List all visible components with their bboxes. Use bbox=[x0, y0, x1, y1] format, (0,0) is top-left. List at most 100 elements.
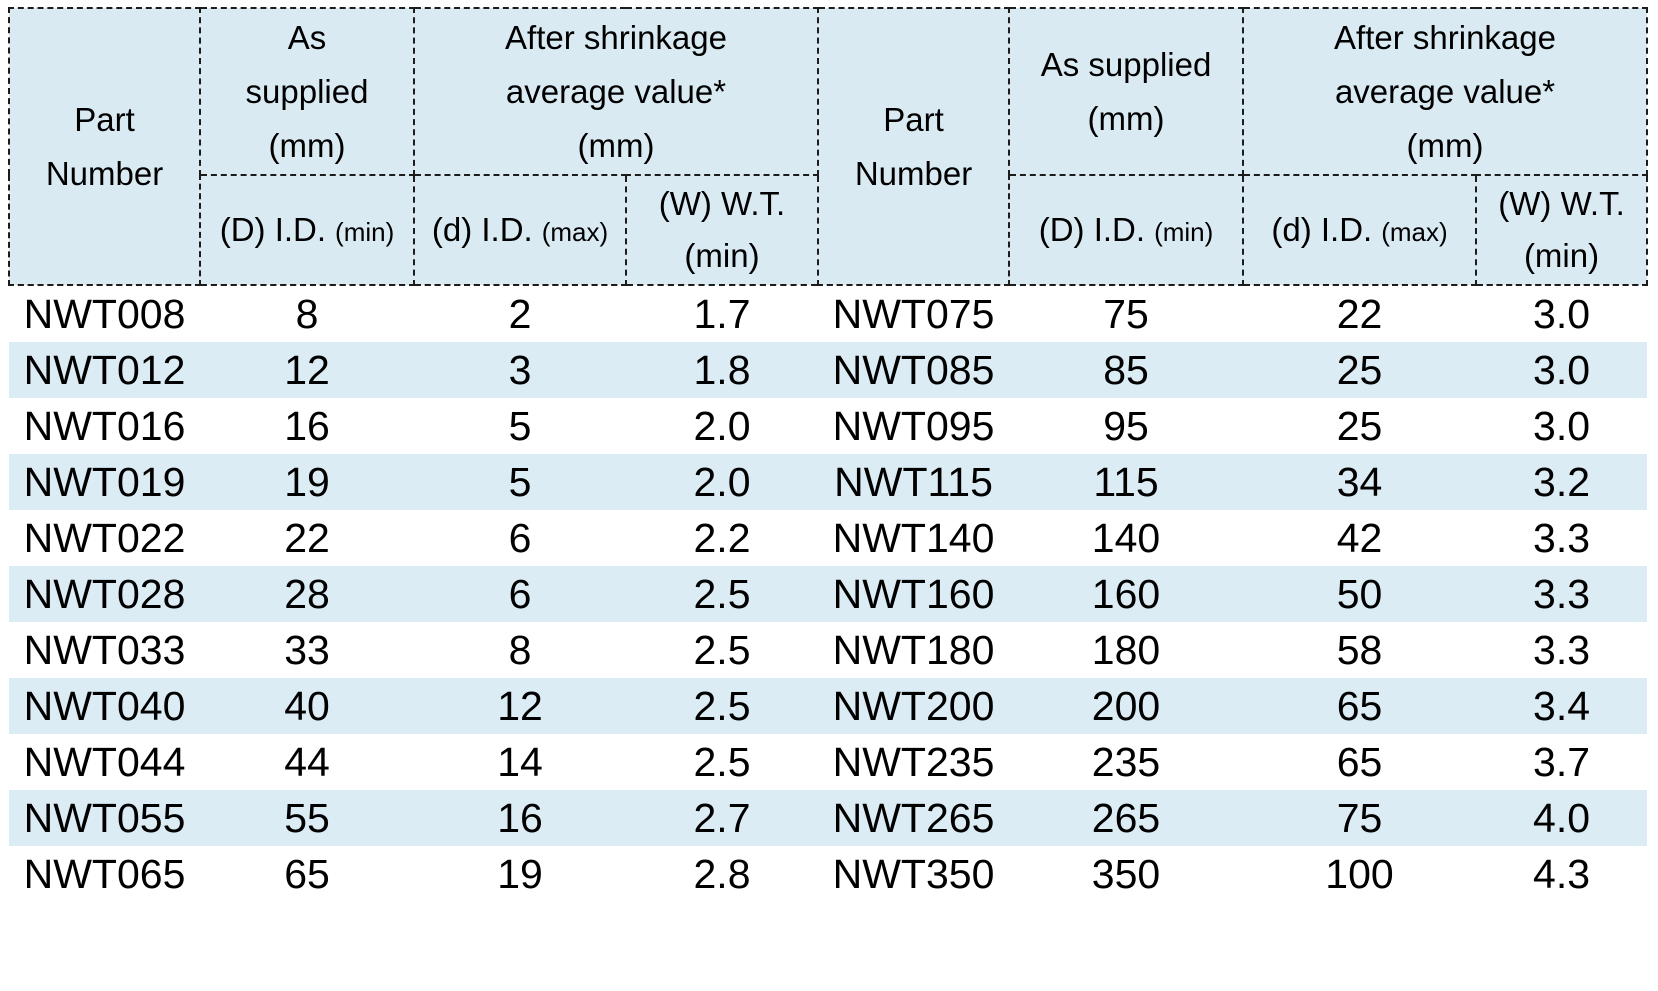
d-id-cell: 95 bbox=[1103, 402, 1149, 449]
subheader-qualifier: (max) bbox=[541, 217, 609, 247]
wt-cell: 3.2 bbox=[1533, 458, 1591, 505]
wt-cell: 3.3 bbox=[1533, 570, 1591, 617]
wt-cell: 2.0 bbox=[693, 402, 751, 449]
table-row: NWT033 33 8 2.5 NWT180 180 58 3.3 bbox=[9, 622, 1647, 678]
part-cell: NWT350 bbox=[832, 850, 995, 897]
shrunk-id-cell: 19 bbox=[497, 850, 543, 897]
header-line: average value* bbox=[505, 72, 727, 110]
subheader-qualifier: (max) bbox=[1381, 217, 1448, 247]
subheader-label: (min) bbox=[1523, 237, 1600, 274]
part-cell: NWT160 bbox=[832, 570, 995, 617]
shrunk-id-cell: 6 bbox=[508, 514, 532, 561]
shrunk-id-cell: 34 bbox=[1336, 458, 1383, 505]
wt-cell: 2.5 bbox=[693, 682, 751, 729]
shrunk-id-cell: 8 bbox=[508, 626, 532, 673]
wt-cell: 2.7 bbox=[693, 794, 751, 841]
subheader-label: (W) W.T. bbox=[658, 185, 786, 222]
shrunk-id-cell: 25 bbox=[1336, 402, 1383, 449]
part-cell: NWT028 bbox=[23, 570, 186, 617]
wt-cell: 4.3 bbox=[1533, 850, 1591, 897]
subheader-label: (d) I.D. bbox=[431, 211, 533, 248]
shrunk-id-cell: 22 bbox=[1336, 290, 1383, 337]
subheader-label: (d) I.D. bbox=[1271, 211, 1373, 248]
table-row: NWT044 44 14 2.5 NWT235 235 65 3.7 bbox=[9, 734, 1647, 790]
subheader-label: (W) W.T. bbox=[1498, 185, 1625, 222]
part-cell: NWT008 bbox=[23, 290, 186, 337]
wt-cell: 3.7 bbox=[1533, 738, 1591, 785]
shrunk-id-cell: 42 bbox=[1336, 514, 1383, 561]
shrunk-id-cell: 58 bbox=[1336, 626, 1383, 673]
shrunk-id-cell: 25 bbox=[1336, 346, 1383, 393]
header-line: supplied bbox=[245, 72, 369, 110]
part-cell: NWT044 bbox=[23, 738, 186, 785]
header-line: average value* bbox=[1334, 72, 1556, 110]
d-id-cell: 180 bbox=[1091, 626, 1161, 673]
header-sub-row: (D) I.D. (min) (d) I.D. (max) (W) W.T. (mi… bbox=[9, 174, 1649, 286]
header-line: Part bbox=[883, 100, 944, 138]
header-d-id-max-right: (d) I.D. (max) bbox=[1242, 174, 1478, 286]
part-cell: NWT180 bbox=[832, 626, 995, 673]
header-line: Number bbox=[45, 154, 164, 192]
header-part-number-right: Part Number bbox=[817, 7, 1011, 286]
part-cell: NWT085 bbox=[832, 346, 995, 393]
wt-cell: 1.7 bbox=[693, 290, 751, 337]
table-row: NWT065 65 19 2.8 NWT350 350 100 4.3 bbox=[9, 846, 1647, 902]
d-id-cell: 115 bbox=[1093, 458, 1159, 505]
part-cell: NWT055 bbox=[23, 794, 186, 841]
d-id-cell: 33 bbox=[284, 626, 330, 673]
header-line: After shrinkage bbox=[1334, 18, 1556, 56]
shrunk-id-cell: 75 bbox=[1336, 794, 1383, 841]
wt-cell: 3.4 bbox=[1533, 682, 1591, 729]
wt-cell: 3.3 bbox=[1533, 514, 1591, 561]
table-row: NWT055 55 16 2.7 NWT265 265 75 4.0 bbox=[9, 790, 1648, 846]
wt-cell: 4.0 bbox=[1533, 794, 1591, 841]
part-cell: NWT200 bbox=[832, 682, 995, 729]
d-id-cell: 40 bbox=[284, 682, 330, 729]
shrunk-id-cell: 12 bbox=[497, 682, 543, 729]
header-line: Number bbox=[854, 154, 973, 192]
table-body: NWT008 8 2 1.7 NWT075 75 22 3.0 NWT012 1… bbox=[9, 285, 1648, 902]
wt-cell: 2.8 bbox=[693, 850, 751, 897]
wt-cell: 3.0 bbox=[1533, 346, 1591, 393]
header-as-supplied-left: As supplied (mm) bbox=[199, 7, 415, 176]
d-id-cell: 265 bbox=[1091, 794, 1161, 841]
d-id-cell: 200 bbox=[1091, 682, 1161, 729]
d-id-cell: 235 bbox=[1091, 738, 1161, 785]
shrunk-id-cell: 65 bbox=[1336, 738, 1383, 785]
d-id-cell: 44 bbox=[284, 738, 330, 785]
part-cell: NWT019 bbox=[23, 458, 186, 505]
shrunk-id-cell: 14 bbox=[497, 738, 543, 785]
table-row: NWT016 16 5 2.0 NWT095 95 25 3.0 bbox=[9, 398, 1647, 454]
d-id-cell: 350 bbox=[1091, 850, 1161, 897]
subheader-qualifier: (min) bbox=[1154, 217, 1214, 247]
subheader-label: (D) I.D. bbox=[1038, 211, 1146, 248]
part-cell: NWT235 bbox=[832, 738, 995, 785]
table-header: Part Number As supplied (mm) After shrin… bbox=[8, 7, 1649, 286]
wt-cell: 2.5 bbox=[693, 570, 751, 617]
shrunk-id-cell: 3 bbox=[508, 346, 532, 393]
part-cell: NWT012 bbox=[23, 346, 186, 393]
subheader-label: (D) I.D. bbox=[219, 211, 327, 248]
wt-cell: 3.3 bbox=[1533, 626, 1591, 673]
wt-cell: 2.0 bbox=[693, 458, 751, 505]
d-id-cell: 140 bbox=[1091, 514, 1161, 561]
d-id-cell: 19 bbox=[284, 458, 330, 505]
shrunk-id-cell: 6 bbox=[508, 570, 532, 617]
wt-cell: 2.5 bbox=[693, 626, 751, 673]
header-wt-min-right: (W) W.T. (min) bbox=[1475, 174, 1649, 286]
d-id-cell: 75 bbox=[1103, 290, 1149, 337]
table-row: NWT019 19 5 2.0 NWT115 115 34 3.2 bbox=[9, 454, 1648, 510]
shrunk-id-cell: 50 bbox=[1336, 570, 1383, 617]
table-row: NWT040 40 12 2.5 NWT200 200 65 3.4 bbox=[9, 678, 1648, 734]
shrunk-id-cell: 65 bbox=[1336, 682, 1383, 729]
wt-cell: 3.0 bbox=[1533, 402, 1591, 449]
header-line: Part bbox=[74, 100, 135, 138]
d-id-cell: 16 bbox=[284, 402, 330, 449]
d-id-cell: 160 bbox=[1091, 570, 1161, 617]
part-cell: NWT033 bbox=[23, 626, 186, 673]
part-cell: NWT040 bbox=[23, 682, 186, 729]
part-cell: NWT065 bbox=[23, 850, 186, 897]
table-row: NWT012 12 3 1.8 NWT085 85 25 3.0 bbox=[9, 342, 1648, 398]
header-part-number-left: Part Number bbox=[8, 7, 201, 286]
